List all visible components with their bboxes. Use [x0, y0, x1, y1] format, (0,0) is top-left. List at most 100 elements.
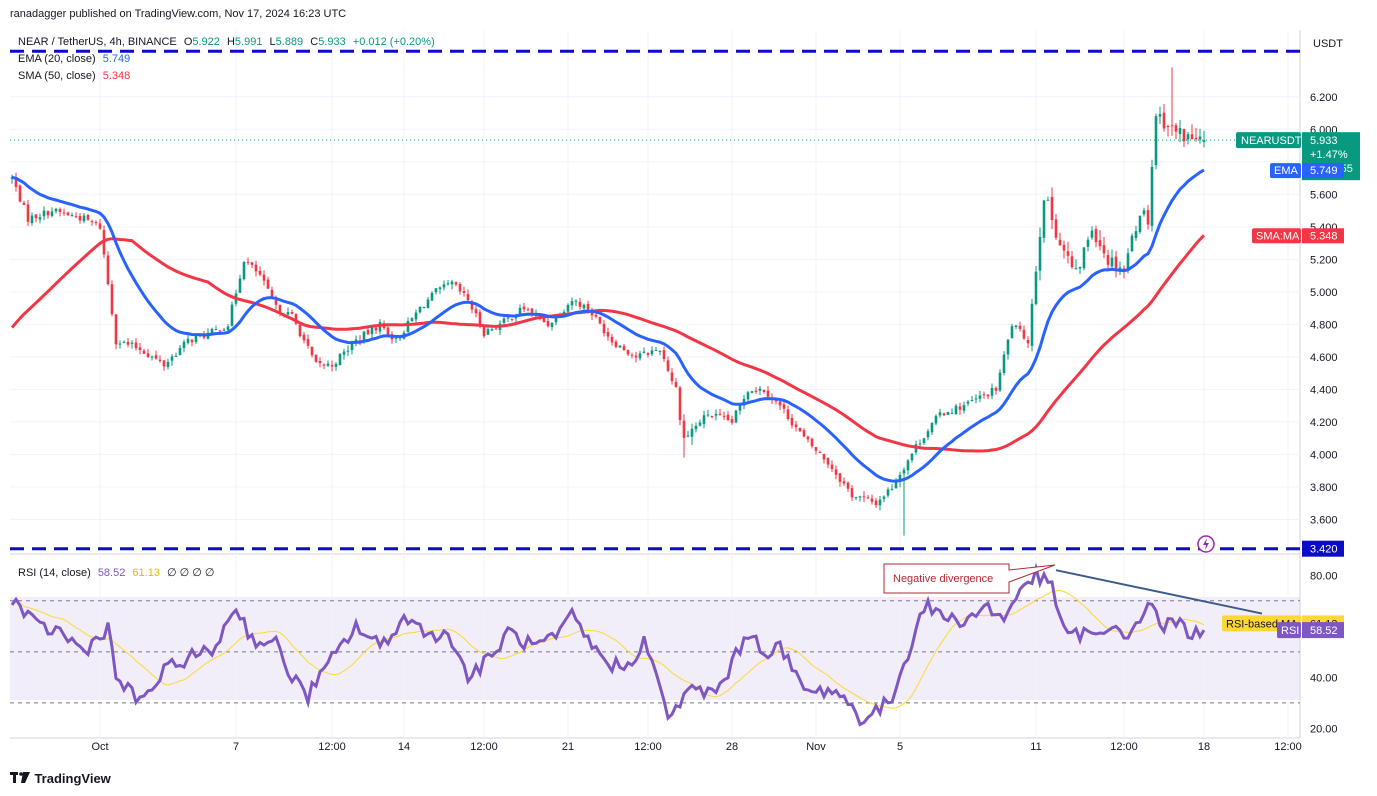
candle-body: [1134, 231, 1138, 238]
candle-body: [474, 309, 478, 314]
candle-body: [1046, 199, 1050, 201]
candle-body: [618, 345, 622, 348]
candle-body: [130, 342, 134, 344]
candle-body: [510, 318, 514, 320]
candle-body: [1150, 166, 1154, 226]
candle-body: [650, 350, 654, 355]
sma-legend[interactable]: SMA (50, close) 5.348: [18, 70, 130, 82]
ema-legend[interactable]: EMA (20, close) 5.749: [18, 53, 130, 65]
candle-body: [894, 481, 898, 489]
candle-body: [1146, 210, 1150, 225]
ema-line: [11, 168, 1205, 483]
candle-body: [994, 387, 998, 391]
candle-body: [958, 406, 962, 410]
candle-body: [378, 322, 382, 332]
candle-body: [46, 211, 50, 216]
candle-body: [902, 469, 906, 474]
candle-body: [342, 351, 346, 355]
candle-body: [866, 497, 870, 499]
candle-body: [586, 303, 590, 310]
candle-body: [750, 391, 754, 393]
grid: [10, 30, 1300, 738]
candle-body: [34, 214, 38, 219]
candle-body: [450, 281, 454, 285]
moving-averages: [10, 168, 1206, 483]
candle-body: [174, 355, 178, 357]
candle-body: [1122, 268, 1126, 270]
candle-body: [762, 389, 766, 392]
price-tick-label: 4.000: [1310, 449, 1338, 461]
candle-body: [978, 395, 982, 399]
candle-body: [806, 436, 810, 440]
candle-body: [598, 316, 602, 324]
candle-body: [1038, 236, 1042, 271]
candle-body: [502, 318, 506, 323]
support-badge: [1302, 540, 1344, 557]
candle-body: [1178, 128, 1182, 134]
candle-body: [1190, 134, 1194, 140]
candle-body: [790, 417, 794, 426]
candle-body: [406, 321, 410, 333]
candle-body: [178, 347, 182, 356]
candle-body: [242, 262, 246, 280]
candle-body: [210, 328, 214, 334]
support-badge-value: 3.420: [1310, 544, 1338, 556]
candle-body: [998, 372, 1002, 391]
candle-body: [1002, 354, 1006, 373]
candle-body: [1066, 251, 1070, 256]
time-tick-label: 21: [562, 741, 574, 753]
candle-body: [986, 394, 990, 397]
candle-body: [194, 335, 198, 342]
candle-body: [578, 301, 582, 307]
candle-body: [690, 428, 694, 437]
candle-body: [434, 288, 438, 293]
candle-body: [142, 350, 146, 354]
ema-legend-label: EMA (20, close): [18, 53, 96, 65]
candle-body: [830, 464, 834, 469]
tradingview-footer[interactable]: TradingView: [10, 770, 111, 788]
candle-body: [38, 217, 42, 220]
sma-legend-value: 5.348: [102, 70, 131, 82]
candle-body: [462, 291, 466, 294]
candle-body: [42, 210, 46, 217]
candle-body: [310, 346, 314, 356]
lightning-icon-bolt: [1203, 538, 1209, 550]
candle-body: [658, 350, 662, 352]
time-tick-label: Nov: [806, 741, 826, 753]
candle-body: [670, 372, 674, 382]
candle-body: [890, 489, 894, 491]
candle-body: [150, 356, 154, 358]
candle-body: [258, 270, 262, 275]
currency-label[interactable]: USDT: [1313, 38, 1343, 50]
candle-body: [1170, 125, 1174, 127]
candle-body: [678, 387, 682, 421]
candle-body: [982, 394, 986, 396]
candle-body: [478, 312, 482, 327]
candle-body: [526, 309, 530, 311]
candle-body: [110, 284, 114, 315]
candle-body: [746, 392, 750, 400]
candle-body: [826, 458, 830, 465]
candle-body: [818, 452, 822, 454]
ohlc-close: 5.933: [318, 36, 346, 48]
candle-body: [738, 404, 742, 411]
rsi-legend-value: 58.52: [97, 567, 126, 579]
candle-body: [166, 361, 170, 368]
symbol-legend[interactable]: NEAR / TetherUS, 4h, BINANCE O5.922 H5.9…: [18, 36, 435, 48]
candle-body: [318, 361, 322, 364]
rsi-legend[interactable]: RSI (14, close) 58.52 61.13 ∅ ∅ ∅ ∅: [18, 566, 215, 579]
candle-body: [1042, 200, 1046, 238]
candle-body: [1030, 303, 1034, 346]
time-tick-label: 28: [726, 741, 738, 753]
symbol-name: NEAR / TetherUS, 4h, BINANCE: [18, 36, 177, 48]
candle-body: [1022, 329, 1026, 339]
candle-body: [546, 321, 550, 327]
candle-body: [646, 352, 650, 356]
candle-body: [898, 474, 902, 483]
candle-body: [230, 304, 234, 326]
sma-legend-label: SMA (50, close): [18, 70, 96, 82]
time-tick-label: 5: [897, 741, 903, 753]
candle-body: [1138, 215, 1142, 233]
ema-badge-label: EMA: [1274, 165, 1299, 177]
